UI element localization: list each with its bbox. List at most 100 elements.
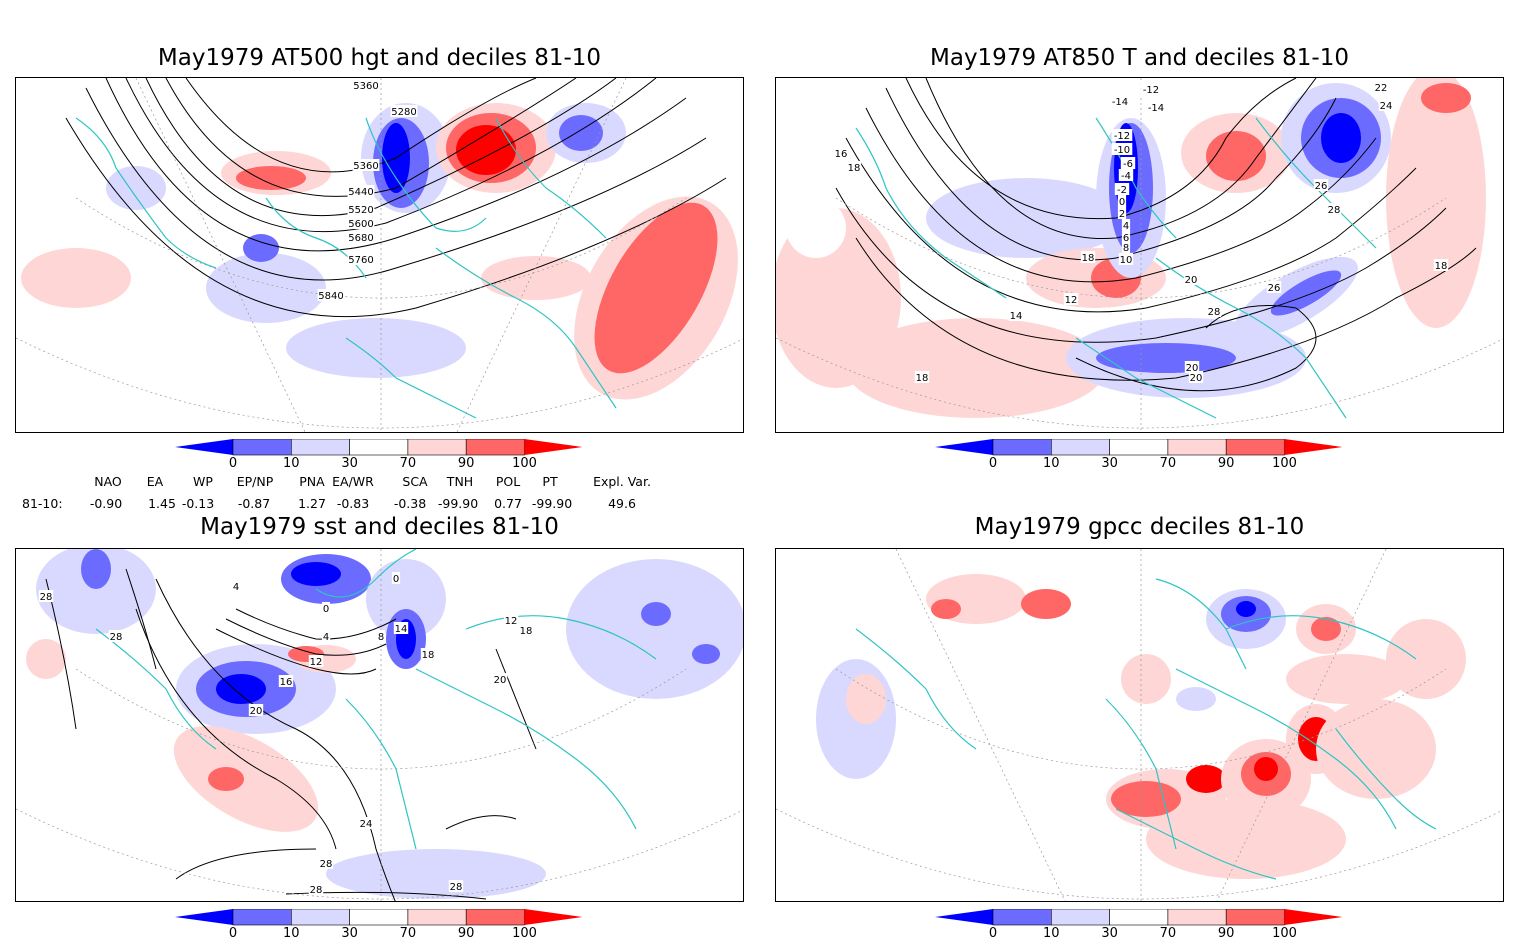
contour-label: 5760 bbox=[348, 255, 373, 266]
colorbar-segment bbox=[232, 438, 292, 456]
contour-label: 18 bbox=[520, 626, 533, 637]
contour-label: -4 bbox=[1121, 171, 1131, 182]
anomaly-patch bbox=[594, 202, 718, 374]
colorbar-tick-label: 0 bbox=[988, 926, 998, 941]
colorbar-segment bbox=[1167, 908, 1227, 926]
colorbar-svg bbox=[935, 438, 1343, 456]
contour-label-bg bbox=[1206, 305, 1222, 317]
anomaly-patch bbox=[1321, 113, 1361, 163]
colorbar-svg bbox=[175, 908, 583, 926]
contour-label-bg bbox=[347, 185, 375, 197]
colorbar-segment bbox=[992, 438, 1052, 456]
colorbar-segment bbox=[1109, 438, 1169, 456]
index-value: -0.38 bbox=[393, 496, 427, 511]
contour-label-bg bbox=[347, 231, 375, 243]
panel-title-sst: May1979 sst and deciles 81-10 bbox=[200, 514, 559, 540]
contour-label: 10 bbox=[1120, 255, 1133, 266]
contour-label: 5840 bbox=[318, 291, 343, 302]
index-row-label: 81-10: bbox=[22, 496, 63, 511]
anomaly-patch bbox=[559, 115, 603, 151]
contour-label: -14 bbox=[1112, 97, 1128, 108]
contour-label: -2 bbox=[1117, 185, 1127, 196]
panel-title-gpcc: May1979 gpcc deciles 81-10 bbox=[974, 514, 1305, 540]
colorbar-tick-label: 70 bbox=[1159, 456, 1177, 471]
colorbar-segment bbox=[1284, 909, 1343, 925]
colorbar-tick-label: 10 bbox=[1043, 926, 1060, 941]
map-gpcc-svg bbox=[776, 549, 1503, 901]
contour-label: 18 bbox=[848, 163, 861, 174]
contour-label: 28 bbox=[110, 632, 123, 643]
contour-label: 26 bbox=[1315, 181, 1328, 192]
contour-label-bg bbox=[1326, 203, 1342, 215]
colorbar-tick-label: 10 bbox=[283, 926, 300, 941]
anomaly-patch bbox=[291, 562, 341, 586]
index-value: -0.83 bbox=[336, 496, 370, 511]
anomaly-patch bbox=[566, 559, 743, 699]
colorbar-segment bbox=[524, 439, 583, 455]
anomaly-patch bbox=[26, 639, 66, 679]
colorbar-segment bbox=[1051, 908, 1110, 926]
contour-label: 5680 bbox=[348, 233, 373, 244]
colorbar-tick-label: 100 bbox=[512, 456, 537, 471]
colorbar-tick-label: 100 bbox=[512, 926, 537, 941]
colorbar-segment bbox=[935, 909, 993, 925]
contour-label: 22 bbox=[1375, 83, 1388, 94]
colorbar-segment bbox=[175, 909, 233, 925]
contour-label-bg bbox=[1266, 281, 1282, 293]
contour-label-bg bbox=[308, 655, 324, 667]
colorbar-tick-label: 30 bbox=[341, 926, 358, 941]
contour-label-bg bbox=[846, 161, 862, 173]
index-header: TNH bbox=[446, 474, 474, 489]
contour-label: 12 bbox=[310, 657, 323, 668]
contour-label-bg bbox=[321, 630, 331, 642]
contour-label: 5280 bbox=[391, 107, 416, 118]
colorbar-segment bbox=[1284, 439, 1343, 455]
contour-label: 4 bbox=[233, 582, 239, 593]
contour-label-bg bbox=[1378, 99, 1394, 111]
contour-label: 24 bbox=[360, 819, 373, 830]
contour-label-bg bbox=[1373, 81, 1389, 93]
index-value: -0.87 bbox=[237, 496, 271, 511]
index-value: 0.77 bbox=[494, 496, 522, 511]
contour-label-bg bbox=[1121, 231, 1131, 243]
contour-label: -12 bbox=[1114, 131, 1130, 142]
anomaly-patch bbox=[1146, 799, 1346, 879]
contour-label: 8 bbox=[1123, 243, 1129, 254]
index-value: 49.6 bbox=[608, 496, 636, 511]
map-panel-sst: 28 28 4 0 4 8 12 16 20 14 18 0 12 18 20 24 28 28 28 bbox=[15, 548, 744, 902]
contour-label-bg bbox=[503, 614, 519, 626]
colorbar-tick-label: 100 bbox=[1272, 456, 1297, 471]
index-header: PNA bbox=[299, 474, 325, 489]
anomaly-patch bbox=[1096, 343, 1236, 373]
contour-label: 18 bbox=[422, 650, 435, 661]
contour-label: -10 bbox=[1114, 145, 1130, 156]
contour-label-bg bbox=[448, 880, 464, 892]
contour-label: 12 bbox=[505, 616, 518, 627]
contour-label-bg bbox=[248, 704, 264, 716]
contour-label-bg bbox=[1063, 293, 1079, 305]
contour-label-bg bbox=[1145, 101, 1167, 113]
colorbar-tick-label: 10 bbox=[283, 456, 300, 471]
contour-label-bg bbox=[1188, 371, 1204, 383]
colorbar-tick-label: 70 bbox=[399, 926, 417, 941]
contour-label: 4 bbox=[323, 632, 329, 643]
contour-label: 18 bbox=[1435, 261, 1448, 272]
contour-label-bg bbox=[38, 590, 54, 602]
colorbar-tick-label: 70 bbox=[1159, 926, 1177, 941]
anomaly-patch bbox=[1386, 78, 1486, 328]
anomaly-patch bbox=[846, 674, 886, 724]
index-value: -0.90 bbox=[89, 496, 123, 511]
anomaly-patch bbox=[931, 599, 961, 619]
anomaly-patch bbox=[1111, 781, 1181, 817]
index-value: 1.45 bbox=[148, 496, 176, 511]
colorbar-tick-label: 0 bbox=[228, 456, 238, 471]
colorbar-tick-label: 90 bbox=[457, 456, 475, 471]
contour-label: 2 bbox=[1119, 209, 1125, 220]
anomaly-patch bbox=[1254, 757, 1278, 781]
anomaly-patch bbox=[173, 726, 319, 832]
index-value: -99.90 bbox=[437, 496, 479, 511]
map-t850-svg: -12-14-14-12-10-6-4-20246810121416181818… bbox=[776, 78, 1503, 432]
colorbar-segment bbox=[524, 909, 583, 925]
contour-label-bg bbox=[347, 217, 375, 229]
